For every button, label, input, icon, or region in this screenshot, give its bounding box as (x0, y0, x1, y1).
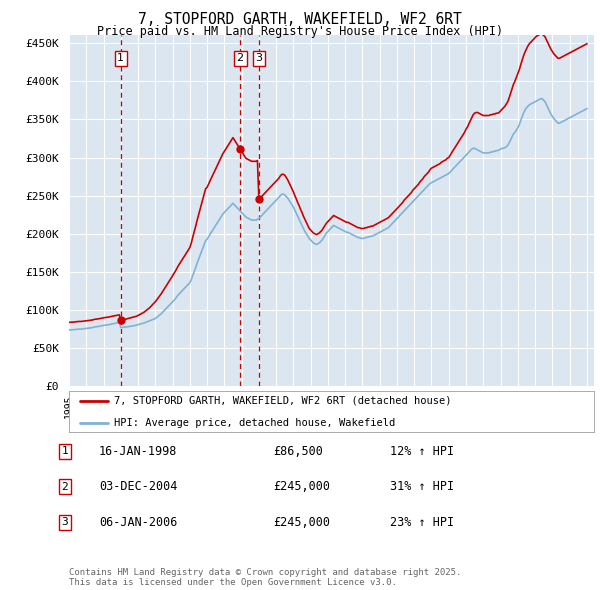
Text: 31% ↑ HPI: 31% ↑ HPI (390, 480, 454, 493)
Text: 06-JAN-2006: 06-JAN-2006 (99, 516, 178, 529)
Text: 3: 3 (61, 517, 68, 527)
Text: 7, STOPFORD GARTH, WAKEFIELD, WF2 6RT: 7, STOPFORD GARTH, WAKEFIELD, WF2 6RT (138, 12, 462, 27)
Text: HPI: Average price, detached house, Wakefield: HPI: Average price, detached house, Wake… (113, 418, 395, 428)
Text: 2: 2 (61, 482, 68, 491)
Text: 7, STOPFORD GARTH, WAKEFIELD, WF2 6RT (detached house): 7, STOPFORD GARTH, WAKEFIELD, WF2 6RT (d… (113, 396, 451, 406)
Text: 16-JAN-1998: 16-JAN-1998 (99, 445, 178, 458)
Text: £86,500: £86,500 (273, 445, 323, 458)
Text: 23% ↑ HPI: 23% ↑ HPI (390, 516, 454, 529)
Text: 3: 3 (256, 53, 262, 63)
Text: 03-DEC-2004: 03-DEC-2004 (99, 480, 178, 493)
Text: 2: 2 (236, 53, 244, 63)
Text: Contains HM Land Registry data © Crown copyright and database right 2025.
This d: Contains HM Land Registry data © Crown c… (69, 568, 461, 587)
Text: £245,000: £245,000 (273, 480, 330, 493)
Text: 12% ↑ HPI: 12% ↑ HPI (390, 445, 454, 458)
Text: 1: 1 (117, 53, 124, 63)
Text: £245,000: £245,000 (273, 516, 330, 529)
Text: Price paid vs. HM Land Registry's House Price Index (HPI): Price paid vs. HM Land Registry's House … (97, 25, 503, 38)
Text: 1: 1 (61, 447, 68, 456)
